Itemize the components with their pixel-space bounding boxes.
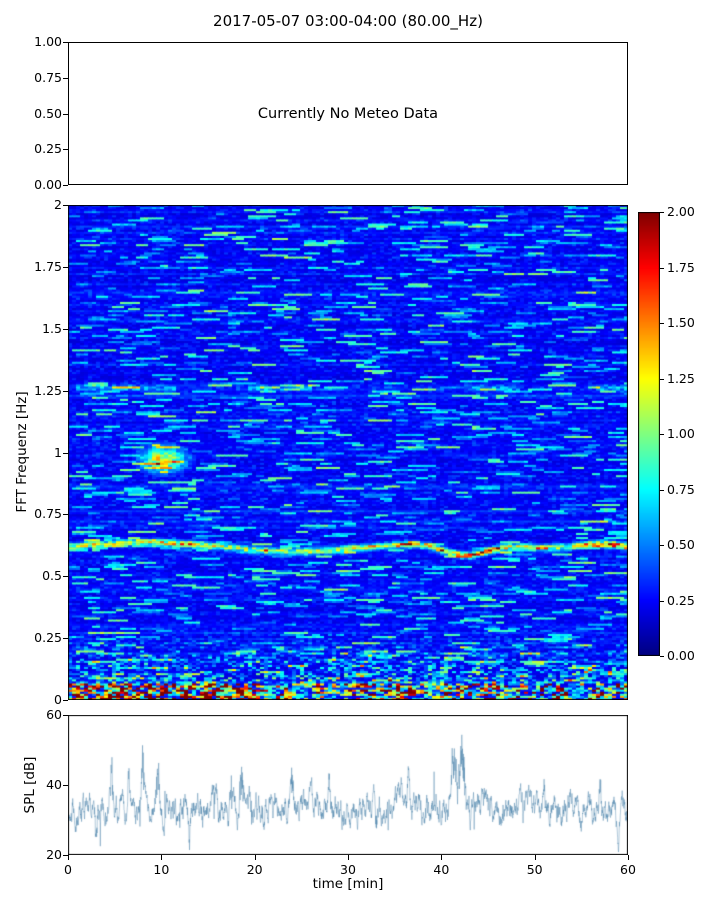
tick-mark bbox=[63, 42, 68, 43]
tick-label: 0.75 bbox=[34, 69, 62, 85]
tick-label: 0.25 bbox=[667, 592, 695, 608]
tick-mark bbox=[63, 514, 68, 516]
tick-label: 0.25 bbox=[34, 141, 62, 157]
tick-mark bbox=[254, 855, 256, 860]
tick-mark bbox=[660, 212, 664, 213]
tick-mark bbox=[660, 434, 664, 435]
tick-label: 1.5 bbox=[42, 320, 62, 336]
tick-label: 60 bbox=[620, 862, 636, 877]
tick-label: 0 bbox=[54, 692, 62, 707]
tick-mark bbox=[660, 545, 664, 546]
meteo-panel: Currently No Meteo Data bbox=[68, 42, 628, 185]
tick-label: 40 bbox=[46, 777, 62, 792]
tick-label: 0.50 bbox=[34, 105, 62, 121]
tick-mark bbox=[660, 323, 664, 324]
tick-mark bbox=[63, 576, 68, 578]
tick-label: 30 bbox=[340, 862, 356, 877]
tick-mark bbox=[63, 205, 68, 206]
tick-label: 0.75 bbox=[667, 481, 695, 497]
colorbar-canvas bbox=[638, 212, 660, 656]
tick-label: 20 bbox=[246, 862, 263, 877]
tick-label: 60 bbox=[46, 707, 62, 722]
x-axis-label: time [min] bbox=[312, 876, 384, 892]
tick-label: 2 bbox=[54, 197, 62, 212]
tick-mark bbox=[68, 855, 69, 860]
tick-label: 1.00 bbox=[667, 426, 695, 441]
tick-mark bbox=[63, 390, 68, 392]
tick-label: 0.5 bbox=[42, 568, 62, 584]
tick-mark bbox=[63, 149, 68, 151]
tick-mark bbox=[660, 656, 664, 657]
tick-mark bbox=[63, 113, 68, 115]
tick-label: 1 bbox=[54, 444, 62, 460]
tick-mark bbox=[63, 700, 68, 701]
tick-mark bbox=[660, 378, 664, 380]
tick-label: 20 bbox=[46, 847, 62, 862]
spl-canvas bbox=[68, 715, 628, 855]
meteo-message: Currently No Meteo Data bbox=[257, 105, 439, 122]
tick-label: 0 bbox=[64, 862, 72, 877]
tick-label: 40 bbox=[433, 862, 450, 877]
tick-mark bbox=[660, 489, 664, 491]
tick-label: 10 bbox=[153, 862, 170, 877]
tick-mark bbox=[63, 266, 68, 268]
tick-mark bbox=[63, 452, 68, 454]
tick-mark bbox=[441, 855, 443, 860]
tick-label: 1.25 bbox=[667, 370, 695, 386]
tick-mark bbox=[63, 77, 68, 79]
tick-label: 0.50 bbox=[667, 537, 695, 552]
tick-label: 1.75 bbox=[34, 258, 62, 274]
tick-label: 2.00 bbox=[667, 204, 695, 219]
spectrogram-canvas bbox=[68, 205, 628, 700]
tick-mark bbox=[63, 328, 68, 330]
tick-mark bbox=[63, 185, 68, 186]
tick-mark bbox=[660, 267, 664, 269]
tick-mark bbox=[348, 855, 349, 860]
tick-mark bbox=[63, 785, 68, 786]
tick-mark bbox=[660, 600, 664, 602]
tick-label: 1.25 bbox=[34, 382, 62, 398]
tick-mark bbox=[63, 715, 68, 716]
tick-label: 0.00 bbox=[667, 648, 695, 663]
tick-label: 1.50 bbox=[667, 315, 695, 330]
tick-mark bbox=[161, 855, 163, 860]
tick-label: 0.75 bbox=[34, 506, 62, 522]
tick-label: 50 bbox=[526, 862, 543, 877]
tick-label: 0.25 bbox=[34, 630, 62, 646]
figure-title: 2017-05-07 03:00-04:00 (80.00_Hz) bbox=[213, 12, 483, 30]
tick-label: 1.75 bbox=[667, 259, 695, 275]
tick-mark bbox=[628, 855, 629, 860]
tick-mark bbox=[63, 638, 68, 640]
tick-label: 1.00 bbox=[34, 34, 62, 49]
tick-label: 0.00 bbox=[34, 177, 62, 192]
tick-mark bbox=[534, 855, 536, 860]
tick-mark bbox=[63, 855, 68, 856]
